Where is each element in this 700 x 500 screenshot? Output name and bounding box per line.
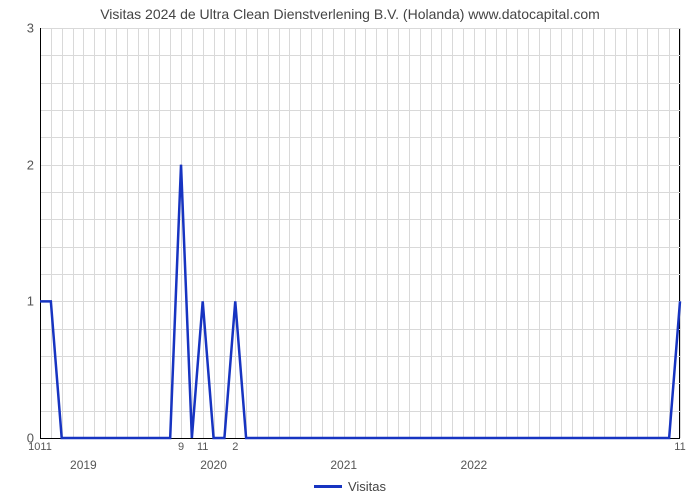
x-value-label: 2 bbox=[232, 441, 238, 453]
y-tick-label: 3 bbox=[4, 21, 34, 36]
x-tick-label: 2019 bbox=[70, 458, 97, 472]
chart-container: Visitas 2024 de Ultra Clean Dienstverlen… bbox=[0, 0, 700, 500]
line-series bbox=[40, 28, 680, 438]
y-tick-label: 1 bbox=[4, 294, 34, 309]
legend-label: Visitas bbox=[348, 479, 386, 494]
x-value-label: 11 bbox=[197, 441, 208, 453]
legend-swatch bbox=[314, 485, 342, 488]
x-tick-label: 2021 bbox=[330, 458, 357, 472]
x-tick-label: 2020 bbox=[200, 458, 227, 472]
x-value-label: 11 bbox=[674, 441, 685, 453]
legend: Visitas bbox=[0, 478, 700, 494]
x-tick-label: 2022 bbox=[461, 458, 488, 472]
x-value-label: 1011 bbox=[28, 441, 52, 453]
x-value-label: 9 bbox=[178, 441, 184, 453]
y-tick-label: 2 bbox=[4, 157, 34, 172]
chart-title: Visitas 2024 de Ultra Clean Dienstverlen… bbox=[0, 6, 700, 22]
